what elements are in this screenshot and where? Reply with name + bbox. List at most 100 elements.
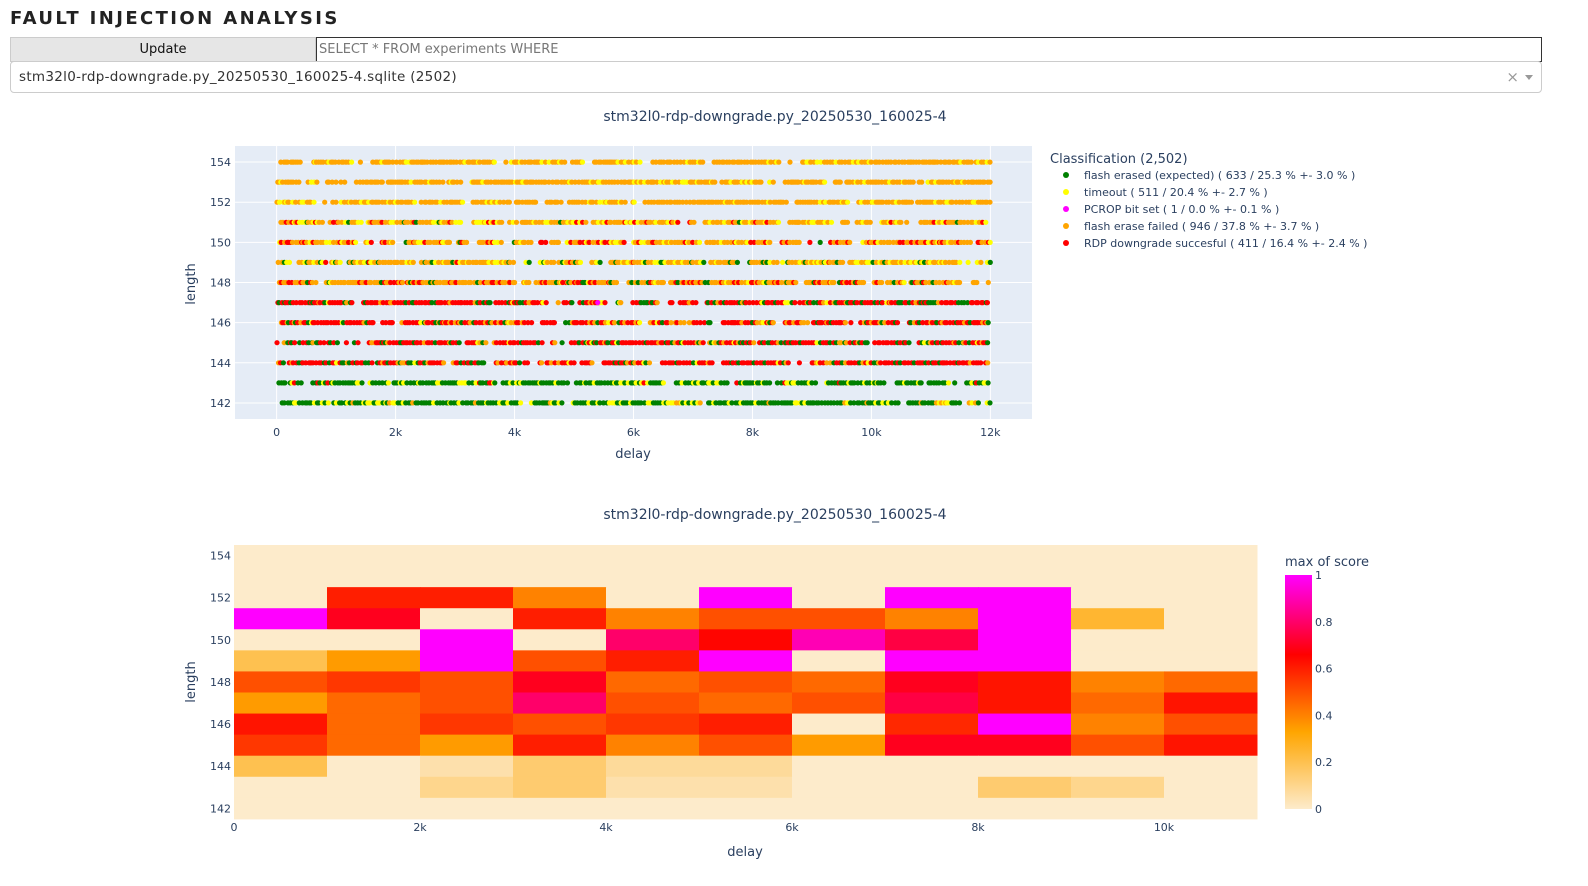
scatter-point[interactable] <box>659 320 666 326</box>
heatmap-cell[interactable] <box>699 608 793 630</box>
scatter-point[interactable] <box>866 259 873 265</box>
heatmap-cell[interactable] <box>699 650 793 672</box>
scatter-point[interactable] <box>756 380 762 386</box>
heatmap-cell[interactable] <box>513 545 607 567</box>
scatter-point[interactable] <box>822 179 828 185</box>
scatter-point[interactable] <box>344 300 350 306</box>
scatter-point[interactable] <box>848 320 854 326</box>
scatter-point[interactable] <box>767 239 773 245</box>
legend-item[interactable]: timeout ( 511 / 20.4 % +- 2.7 % ) <box>1084 186 1268 199</box>
scatter-point[interactable] <box>586 239 592 245</box>
scatter-point[interactable] <box>827 360 833 366</box>
scatter-point[interactable] <box>602 300 608 306</box>
chevron-down-icon[interactable] <box>1525 75 1533 80</box>
heatmap-cell[interactable] <box>792 713 886 736</box>
scatter-point[interactable] <box>805 320 811 326</box>
heatmap-cell[interactable] <box>606 650 700 672</box>
scatter-point[interactable] <box>413 219 419 225</box>
legend-item[interactable]: PCROP bit set ( 1 / 0.0 % +- 0.1 % ) <box>1084 203 1279 216</box>
scatter-point[interactable] <box>685 259 691 265</box>
scatter-point[interactable] <box>729 400 735 406</box>
scatter-point[interactable] <box>454 360 460 366</box>
heatmap-cell[interactable] <box>885 734 979 757</box>
heatmap-cell[interactable] <box>327 797 421 820</box>
scatter-point[interactable] <box>985 279 991 286</box>
scatter-point[interactable] <box>497 199 503 205</box>
scatter-point[interactable] <box>691 219 697 225</box>
scatter-point[interactable] <box>498 320 504 326</box>
scatter-point[interactable] <box>342 179 348 185</box>
heatmap-cell[interactable] <box>327 545 421 567</box>
scatter-point[interactable] <box>630 300 636 306</box>
heatmap-cell[interactable] <box>234 629 328 651</box>
scatter-point[interactable] <box>680 199 686 205</box>
scatter-point[interactable] <box>338 300 344 306</box>
scatter-point[interactable] <box>669 300 675 306</box>
scatter-point[interactable] <box>918 380 924 386</box>
scatter-point[interactable] <box>286 199 292 205</box>
scatter-point[interactable] <box>568 279 574 286</box>
scatter-point[interactable] <box>842 320 849 326</box>
scatter-point[interactable] <box>840 259 846 265</box>
scatter-point[interactable] <box>687 360 693 366</box>
scatter-point[interactable] <box>801 320 807 326</box>
heatmap-cell[interactable] <box>234 755 328 778</box>
scatter-point[interactable] <box>310 340 316 346</box>
scatter-point[interactable] <box>770 320 776 326</box>
heatmap-cell[interactable] <box>699 587 793 609</box>
heatmap-cell[interactable] <box>1164 734 1258 757</box>
scatter-point[interactable] <box>980 300 986 306</box>
scatter-point[interactable] <box>313 279 319 286</box>
scatter-point[interactable] <box>981 179 987 185</box>
scatter-point[interactable] <box>583 219 589 225</box>
scatter-point[interactable] <box>569 300 575 306</box>
scatter-point[interactable] <box>956 400 963 406</box>
scatter-point[interactable] <box>984 300 991 306</box>
scatter-point[interactable] <box>562 159 568 165</box>
scatter-point[interactable] <box>692 159 698 165</box>
scatter-point[interactable] <box>590 179 596 185</box>
scatter-point[interactable] <box>751 239 757 245</box>
scatter-point[interactable] <box>353 179 359 185</box>
scatter-point[interactable] <box>879 279 885 286</box>
scatter-point[interactable] <box>499 219 505 225</box>
scatter-point[interactable] <box>952 380 958 386</box>
heatmap-cell[interactable] <box>885 755 979 778</box>
scatter-point[interactable] <box>314 179 320 185</box>
scatter-point[interactable] <box>480 380 486 386</box>
scatter-point[interactable] <box>466 380 472 386</box>
heatmap-cell[interactable] <box>699 755 793 778</box>
scatter-point[interactable] <box>653 219 659 225</box>
scatter-point[interactable] <box>867 219 873 225</box>
scatter-point[interactable] <box>611 320 618 326</box>
scatter-point[interactable] <box>978 360 984 366</box>
scatter-point[interactable] <box>861 279 867 286</box>
heatmap-cell[interactable] <box>1071 545 1165 567</box>
scatter-point[interactable] <box>957 259 963 265</box>
scatter-point[interactable] <box>544 259 551 265</box>
heatmap-cell[interactable] <box>234 608 328 630</box>
scatter-point[interactable] <box>526 259 532 265</box>
scatter-point[interactable] <box>510 380 516 386</box>
scatter-point[interactable] <box>546 159 552 165</box>
scatter-point[interactable] <box>813 179 819 185</box>
heatmap-cell[interactable] <box>513 566 607 588</box>
scatter-point[interactable] <box>701 360 708 366</box>
scatter-point[interactable] <box>323 259 329 265</box>
scatter-point[interactable] <box>734 259 741 265</box>
scatter-point[interactable] <box>662 360 669 366</box>
scatter-point[interactable] <box>555 300 561 306</box>
heatmap-cell[interactable] <box>606 671 700 693</box>
scatter-point[interactable] <box>379 179 385 185</box>
scatter-point[interactable] <box>415 400 421 406</box>
scatter-point[interactable] <box>589 360 595 366</box>
scatter-point[interactable] <box>382 239 388 245</box>
legend-item[interactable]: RDP downgrade succesful ( 411 / 16.4 % +… <box>1084 237 1367 250</box>
scatter-point[interactable] <box>533 199 539 205</box>
scatter-point[interactable] <box>770 179 776 185</box>
scatter-point[interactable] <box>949 199 955 205</box>
scatter-point[interactable] <box>477 300 483 306</box>
scatter-point[interactable] <box>797 259 803 265</box>
scatter-point[interactable] <box>577 259 584 265</box>
scatter-point[interactable] <box>458 219 464 225</box>
